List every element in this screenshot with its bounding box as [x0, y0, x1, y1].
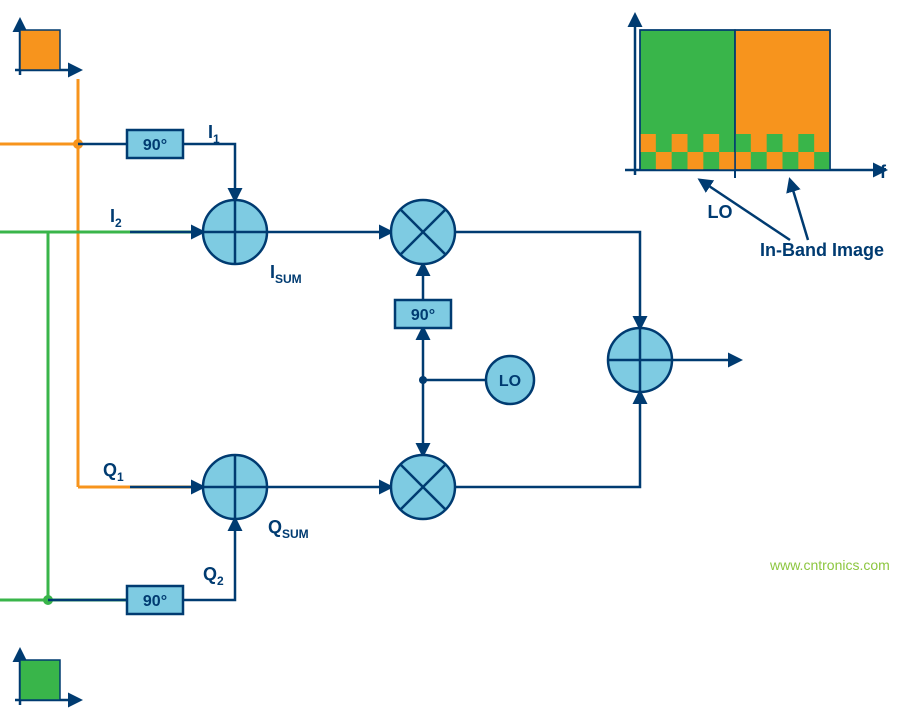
mixer-mix_q — [391, 455, 455, 519]
phase-shift-ps_lo: 90° — [395, 300, 451, 328]
lo-junction — [419, 376, 427, 384]
summer-sum_out — [608, 328, 672, 392]
svg-text:90°: 90° — [411, 307, 435, 324]
watermark: www.cntronics.com — [769, 557, 890, 573]
phase-shift-ps_q2: 90° — [127, 586, 183, 614]
lo-source: LO — [486, 356, 534, 404]
connector — [183, 519, 235, 600]
connector — [183, 144, 235, 200]
green-signal — [48, 232, 127, 600]
label-f: f — [880, 162, 887, 182]
label-i1: I1 — [208, 122, 220, 146]
label-q1: Q1 — [103, 460, 124, 484]
label-lo-axis: LO — [708, 202, 733, 222]
mixer-mix_i — [391, 200, 455, 264]
phase-shift-ps_i1: 90° — [127, 130, 183, 158]
label-q2: Q2 — [203, 564, 224, 588]
small-spectrum-orange — [15, 20, 80, 75]
spectrum-diagram — [625, 15, 885, 178]
label-i2: I2 — [110, 206, 122, 230]
svg-text:90°: 90° — [143, 593, 167, 610]
label-inband: In-Band Image — [760, 240, 884, 260]
small-spectrum-green — [15, 650, 80, 705]
label-isum: ISUM — [270, 262, 302, 286]
svg-text:LO: LO — [499, 373, 521, 390]
summer-sum_q — [203, 455, 267, 519]
inband-arrow — [790, 180, 808, 240]
connector — [455, 392, 640, 487]
connector — [455, 232, 640, 328]
svg-text:90°: 90° — [143, 137, 167, 154]
label-qsum: QSUM — [268, 517, 309, 541]
summer-sum_i — [203, 200, 267, 264]
